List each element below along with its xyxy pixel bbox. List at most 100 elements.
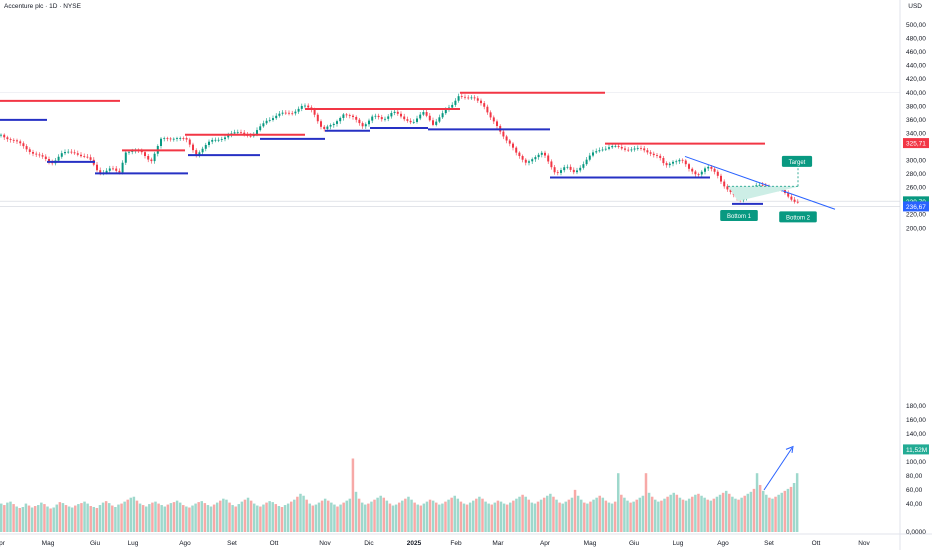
candle-body xyxy=(70,151,73,153)
volume-bar xyxy=(635,499,638,532)
candle-body xyxy=(345,114,348,116)
x-tick-label: Set xyxy=(227,540,237,547)
volume-bar xyxy=(0,503,3,532)
pattern-fill xyxy=(728,186,800,202)
volume-bar xyxy=(317,502,321,532)
candle-body xyxy=(115,168,118,171)
volume-bar xyxy=(166,504,170,532)
y-tick-label: 140,00 xyxy=(906,431,926,438)
candle-body xyxy=(307,105,310,108)
volume-bar xyxy=(610,503,614,532)
volume-bar xyxy=(314,504,318,532)
candle-body xyxy=(172,138,175,140)
volume-bar xyxy=(768,497,771,532)
candle-body xyxy=(512,143,514,148)
candle-body xyxy=(262,123,265,127)
candle-body xyxy=(211,139,214,142)
y-tick-label: 80,00 xyxy=(906,473,923,480)
candle-body xyxy=(585,159,588,165)
x-tick-label: Feb xyxy=(450,540,462,547)
candle-body xyxy=(553,167,556,173)
candle-body xyxy=(358,119,361,124)
candle-body xyxy=(720,175,722,182)
volume-bar xyxy=(481,498,484,532)
volume-bar xyxy=(135,500,139,532)
candle-body xyxy=(256,130,258,135)
volume-bar xyxy=(456,498,460,532)
volume-bar xyxy=(783,490,787,532)
volume-bar xyxy=(660,500,663,532)
candle-body xyxy=(35,153,38,155)
volume-bar xyxy=(222,498,225,532)
volume-bar xyxy=(311,505,315,532)
candle-body xyxy=(236,132,239,134)
volume-bar xyxy=(740,497,743,532)
volume-bar xyxy=(55,504,59,532)
volume-bar xyxy=(703,497,706,532)
candle-body xyxy=(476,98,479,101)
candle-body xyxy=(67,151,70,153)
volume-bar xyxy=(496,500,500,532)
candle-body xyxy=(668,163,671,166)
candle-body xyxy=(595,151,598,153)
candle-body xyxy=(313,109,316,115)
volume-bar xyxy=(761,490,765,532)
volume-bar xyxy=(518,496,521,532)
candle-body xyxy=(316,114,319,122)
volume-bar xyxy=(265,502,268,532)
candle-body xyxy=(144,152,146,156)
candle-body xyxy=(166,138,169,140)
candle-body xyxy=(374,115,377,117)
candle-body xyxy=(758,184,761,186)
volume-bar xyxy=(148,504,151,532)
volume-bar xyxy=(453,495,456,532)
volume-bar xyxy=(447,499,450,532)
candle-body xyxy=(796,201,799,203)
candle-body xyxy=(28,149,31,152)
volume-bar xyxy=(259,506,262,532)
candle-body xyxy=(121,162,124,173)
candle-body xyxy=(220,139,223,140)
candle-body xyxy=(265,120,268,124)
candle-body xyxy=(627,149,630,151)
volume-bar xyxy=(743,495,746,532)
volume-bar xyxy=(604,500,608,532)
volume-bar xyxy=(484,501,487,532)
volume-bar xyxy=(709,500,713,532)
volume-bar xyxy=(499,501,503,532)
volume-bar xyxy=(141,505,145,532)
volume-bar xyxy=(728,493,731,532)
candle-body xyxy=(147,155,150,160)
candle-body xyxy=(201,148,204,153)
volume-bar xyxy=(64,505,68,532)
volume-bar xyxy=(246,497,250,532)
candle-body xyxy=(281,112,284,114)
volume-bar xyxy=(539,499,543,532)
volume-bar xyxy=(576,495,580,532)
candle-body xyxy=(566,166,569,168)
candle-body xyxy=(22,143,25,147)
candle-body xyxy=(214,139,217,141)
candle-body xyxy=(108,168,111,171)
volume-bar xyxy=(80,503,83,532)
volume-bar xyxy=(601,497,605,532)
volume-bar xyxy=(663,498,666,532)
volume-bar xyxy=(589,501,592,532)
candle-body xyxy=(57,156,60,161)
candle-body xyxy=(700,171,703,175)
volume-bar xyxy=(459,501,463,532)
candle-body xyxy=(336,121,338,124)
candle-body xyxy=(547,155,550,162)
volume-bar xyxy=(83,501,86,532)
volume-bar xyxy=(579,499,583,532)
volume-bar xyxy=(564,501,568,532)
candle-body xyxy=(326,126,329,129)
candle-body xyxy=(179,138,182,139)
volume-bar xyxy=(268,501,271,532)
x-tick-label: Mag xyxy=(42,540,55,547)
volume-bar xyxy=(666,496,669,532)
x-tick-label: Nov xyxy=(858,540,870,547)
candle-body xyxy=(579,167,582,171)
volume-bar xyxy=(163,506,166,532)
